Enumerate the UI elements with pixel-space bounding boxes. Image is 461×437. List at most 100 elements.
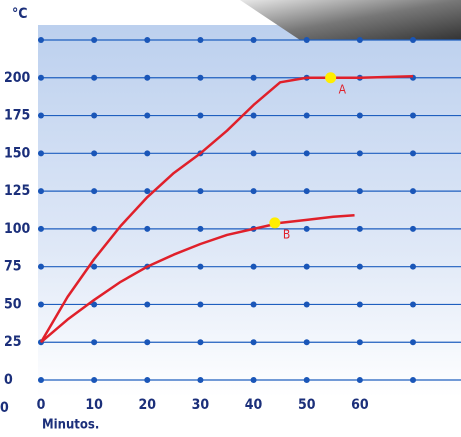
grid-dot bbox=[250, 112, 257, 119]
grid-dot bbox=[356, 188, 363, 195]
grid-dot bbox=[356, 301, 363, 308]
x-tick-label: 50 bbox=[298, 397, 316, 413]
y-tick-label: 75 bbox=[4, 259, 22, 275]
grid-dot bbox=[91, 188, 98, 195]
grid-dot bbox=[356, 225, 363, 232]
grid-dot bbox=[356, 377, 363, 383]
grid-dot bbox=[250, 301, 257, 308]
grid-dot bbox=[144, 37, 151, 43]
grid-dot bbox=[250, 263, 257, 270]
x-tick-label: 0 bbox=[37, 397, 46, 413]
x-tick-label: 40 bbox=[245, 397, 263, 413]
grid-dot bbox=[410, 263, 416, 270]
grid-dot bbox=[144, 377, 151, 383]
grid-dot bbox=[197, 377, 204, 383]
grid-dot bbox=[250, 339, 257, 346]
grid-dot bbox=[197, 225, 204, 232]
y-tick-label: 0 bbox=[4, 372, 13, 388]
line bbox=[40, 214, 355, 344]
grid-dot bbox=[91, 150, 98, 157]
grid-dot bbox=[410, 377, 416, 383]
grid-dot bbox=[303, 339, 310, 346]
grid-dot bbox=[356, 339, 363, 346]
grid-dot bbox=[410, 37, 416, 43]
grid-dot bbox=[38, 377, 44, 383]
grid-dot bbox=[303, 263, 310, 270]
grid-dot bbox=[410, 150, 416, 157]
grid-dot bbox=[197, 74, 204, 81]
y-tick-label: 125 bbox=[4, 183, 30, 199]
grid-dot bbox=[197, 188, 204, 195]
grid-dot bbox=[303, 150, 310, 157]
grid-dot bbox=[410, 112, 416, 119]
grid-dot bbox=[197, 263, 204, 270]
grid-dot bbox=[144, 301, 151, 308]
grid-dot bbox=[303, 112, 310, 119]
grid-dot bbox=[250, 377, 257, 383]
photo bbox=[240, 0, 461, 40]
grid-dot bbox=[38, 37, 44, 43]
grid-dot bbox=[144, 150, 151, 157]
grid-dot bbox=[91, 112, 98, 119]
grid-dot bbox=[250, 74, 257, 81]
x-tick-label: 20 bbox=[139, 397, 157, 413]
grid-dot bbox=[91, 339, 98, 346]
x-tick-label: 30 bbox=[192, 397, 210, 413]
grid-dot bbox=[144, 225, 151, 232]
grid-dot bbox=[197, 37, 204, 43]
grid-dot bbox=[410, 188, 416, 195]
grid-dot bbox=[356, 37, 363, 43]
grid-dot bbox=[303, 37, 310, 43]
x-tick-label: 10 bbox=[85, 397, 103, 413]
grid-dot bbox=[197, 339, 204, 346]
grid-dot bbox=[91, 377, 98, 383]
x-tick-label: 60 bbox=[351, 397, 369, 413]
grid-dot bbox=[197, 301, 204, 308]
grid-dot bbox=[91, 37, 98, 43]
grid-dot bbox=[38, 74, 44, 81]
y-tick-label: 25 bbox=[4, 334, 22, 350]
grid-dot bbox=[144, 74, 151, 81]
y-tick-label: 100 bbox=[4, 221, 31, 237]
grid-dot bbox=[197, 112, 204, 119]
series-label: B bbox=[283, 227, 290, 241]
y-tick-label: 200 bbox=[4, 70, 31, 86]
grid-dot bbox=[38, 301, 44, 308]
grid-dot bbox=[303, 301, 310, 308]
y-tick-label: 50 bbox=[4, 296, 22, 312]
y-tick-label: 175 bbox=[4, 108, 30, 124]
grid-dot bbox=[250, 150, 257, 157]
grid-dot bbox=[91, 263, 98, 270]
grid-dot bbox=[38, 225, 44, 232]
grid-dot bbox=[356, 150, 363, 157]
point-marker bbox=[325, 72, 337, 84]
point-marker bbox=[269, 217, 281, 229]
grid-dot bbox=[410, 225, 416, 232]
grid-dot bbox=[144, 188, 151, 195]
grid-dot bbox=[250, 188, 257, 195]
series-label: A bbox=[339, 82, 347, 96]
grid-dot bbox=[250, 37, 257, 43]
grid-dot bbox=[38, 112, 44, 119]
grid-dot bbox=[303, 377, 310, 383]
y-axis-label: °C bbox=[12, 6, 28, 22]
grid-dot bbox=[38, 263, 44, 270]
grid-dot bbox=[356, 112, 363, 119]
grid-dot bbox=[91, 301, 98, 308]
grid-dot bbox=[303, 225, 310, 232]
grid-dot bbox=[91, 225, 98, 232]
grid-dot bbox=[144, 339, 151, 346]
grid-dot bbox=[303, 188, 310, 195]
corner-label: 0 bbox=[0, 400, 9, 416]
grid-dot bbox=[410, 301, 416, 308]
y-tick-label: 150 bbox=[4, 145, 31, 161]
grid-dot bbox=[91, 74, 98, 81]
grid-dot bbox=[356, 263, 363, 270]
grid-dot bbox=[38, 150, 44, 157]
x-axis-label: Minutos. bbox=[42, 418, 99, 433]
grid-dot bbox=[38, 188, 44, 195]
grid-dot bbox=[144, 112, 151, 119]
plot-background bbox=[38, 25, 461, 397]
